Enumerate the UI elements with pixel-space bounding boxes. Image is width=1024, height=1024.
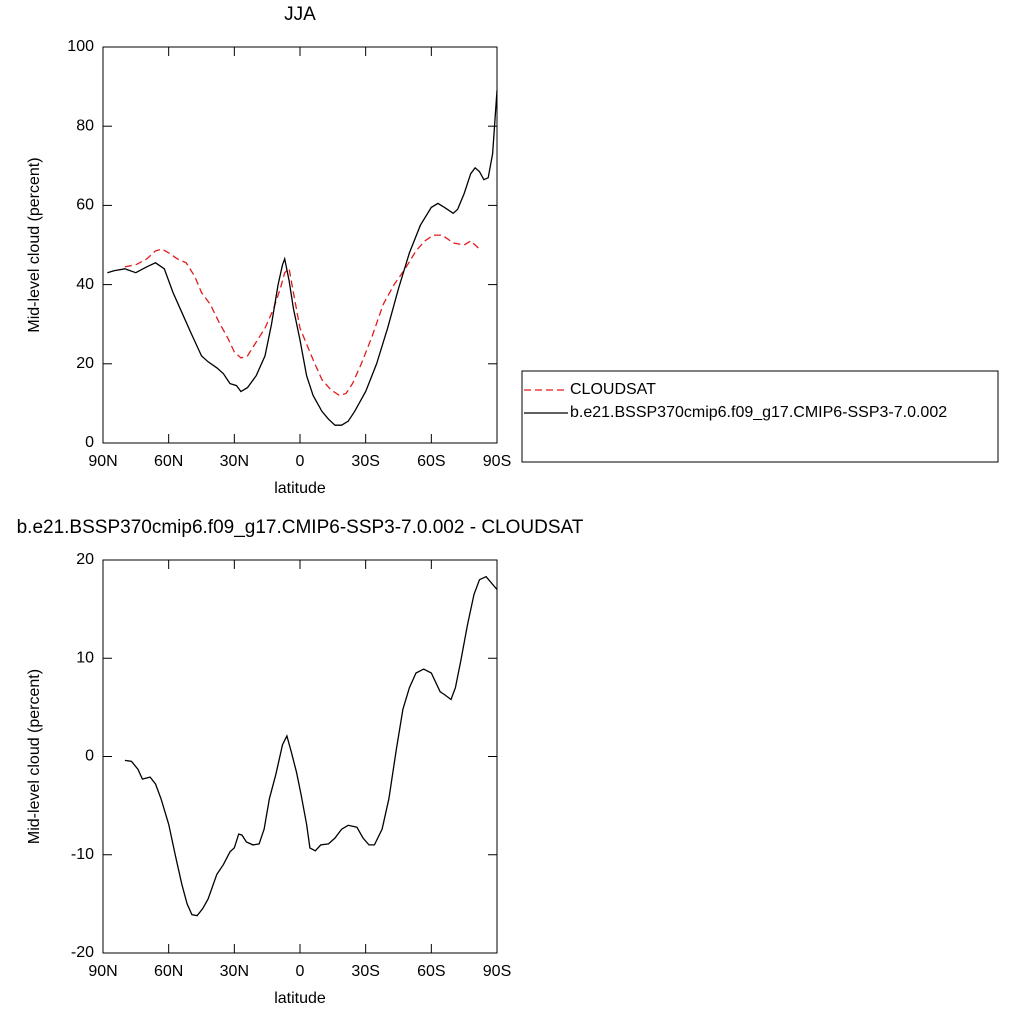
chart-title: JJA <box>284 4 316 25</box>
x-tick-label: 30N <box>220 963 249 980</box>
y-tick-label: 0 <box>85 434 94 451</box>
legend-label: CLOUDSAT <box>570 381 656 398</box>
y-tick-label: -10 <box>71 846 94 863</box>
x-tick-label: 60S <box>417 963 445 980</box>
legend-box <box>521 370 999 463</box>
x-tick-label: 60N <box>154 453 183 470</box>
series-line <box>107 90 498 426</box>
x-tick-label: 30S <box>351 963 379 980</box>
y-tick-label: 60 <box>76 197 94 214</box>
y-tick-label: 40 <box>76 276 94 293</box>
x-tick-label: 90N <box>88 963 117 980</box>
y-tick-label: 80 <box>76 117 94 134</box>
legend-label: b.e21.BSSP370cmip6.f09_g17.CMIP6-SSP3-7.… <box>570 404 947 421</box>
y-tick-label: 10 <box>76 649 94 666</box>
plot-frame <box>102 46 498 444</box>
y-axis-label: Mid-level cloud (percent) <box>26 157 43 332</box>
x-axis-label: latitude <box>274 480 326 497</box>
y-tick-label: 20 <box>76 355 94 372</box>
x-tick-label: 30N <box>220 453 249 470</box>
y-tick-label: -20 <box>71 944 94 961</box>
y-tick-label: 20 <box>76 551 94 568</box>
x-tick-label: 0 <box>296 963 305 980</box>
chart-title: b.e21.BSSP370cmip6.f09_g17.CMIP6-SSP3-7.… <box>17 517 584 538</box>
x-tick-label: 0 <box>296 453 305 470</box>
x-tick-label: 90S <box>483 963 511 980</box>
plot-frame <box>102 559 498 954</box>
x-tick-label: 90S <box>483 453 511 470</box>
y-tick-label: 100 <box>67 38 94 55</box>
x-axis-label: latitude <box>274 990 326 1007</box>
series-line <box>124 234 480 397</box>
x-tick-label: 60N <box>154 963 183 980</box>
x-tick-label: 90N <box>88 453 117 470</box>
y-axis-label: Mid-level cloud (percent) <box>26 669 43 844</box>
y-tick-label: 0 <box>85 748 94 765</box>
series-line <box>124 575 498 917</box>
x-tick-label: 60S <box>417 453 445 470</box>
x-tick-label: 30S <box>351 453 379 470</box>
